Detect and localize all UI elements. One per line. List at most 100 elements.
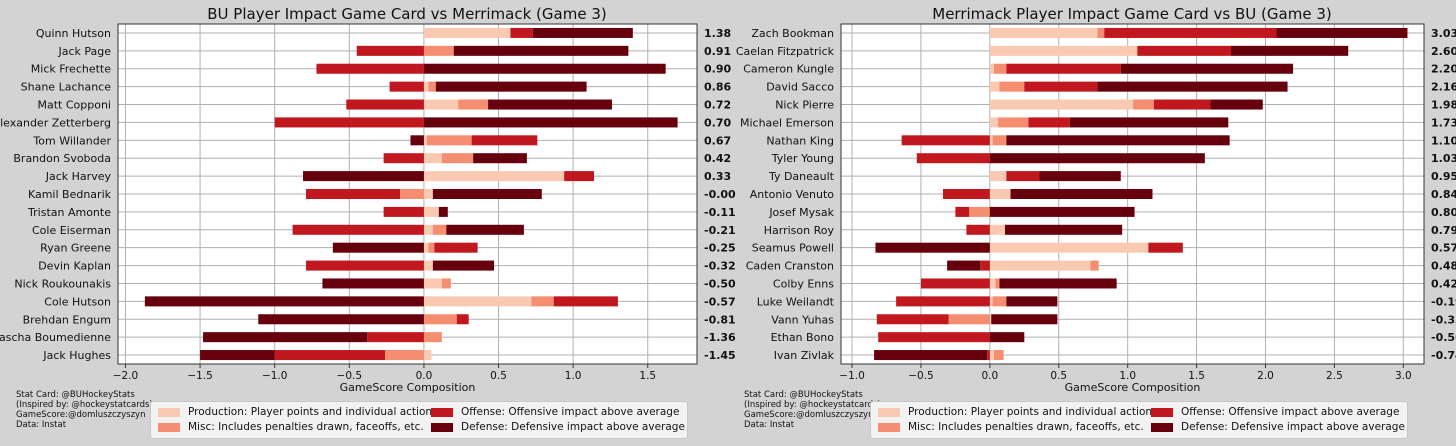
x-tick-label: 0.5 xyxy=(490,370,507,382)
bar-segment-defense xyxy=(423,63,666,74)
x-tick-label: 2.0 xyxy=(1257,370,1274,382)
bar-segment-misc xyxy=(999,81,1025,92)
bar-segment-production xyxy=(423,171,565,182)
bar-segment-defense xyxy=(874,350,988,361)
player-name-label: Ty Daneault xyxy=(768,170,835,183)
player-name-label: Vann Yuhas xyxy=(771,313,834,326)
player-total-label: 0.70 xyxy=(704,116,731,129)
player-total-label: -0.57 xyxy=(704,295,736,308)
x-tick-label: 1.0 xyxy=(565,370,582,382)
legend-swatch-offense xyxy=(1151,407,1173,417)
player-total-label: 2.60 xyxy=(1431,45,1456,58)
bar-segment-defense xyxy=(488,99,612,110)
bar-segment-defense xyxy=(1006,135,1230,146)
bar-segment-defense xyxy=(1039,171,1121,182)
player-name-label: Kamil Bednarik xyxy=(28,188,112,201)
player-name-label: David Sacco xyxy=(766,81,834,94)
bar-segment-misc xyxy=(969,206,990,217)
bar-segment-offense xyxy=(955,206,970,217)
player-name-label: Jack Page xyxy=(57,45,111,58)
player-name-label: Caden Cranston xyxy=(746,260,834,273)
bar-segment-offense xyxy=(1006,63,1121,74)
player-name-label: Alexander Zetterberg xyxy=(0,116,111,129)
bar-segment-production xyxy=(423,224,433,235)
legend-swatch-production xyxy=(878,407,900,417)
bar-segment-defense xyxy=(875,242,990,253)
bar-segment-misc xyxy=(1090,260,1099,271)
legend-label-offense: Offense: Offensive impact above average xyxy=(461,406,680,418)
bar-segment-defense xyxy=(989,153,1205,164)
bar-segment-defense xyxy=(991,314,1058,325)
bar-segment-defense xyxy=(410,135,424,146)
legend-swatch-production xyxy=(158,407,180,417)
bar-segment-production xyxy=(989,296,993,307)
bar-segment-offense xyxy=(1153,99,1211,110)
player-total-label: 0.48 xyxy=(1431,260,1456,273)
bar-segment-defense xyxy=(446,224,524,235)
player-name-label: Ryan Greene xyxy=(40,242,111,255)
player-total-label: 1.10 xyxy=(1431,134,1456,147)
bar-segment-misc xyxy=(423,45,454,56)
bar-segment-misc xyxy=(441,278,451,289)
player-total-label: 0.91 xyxy=(704,45,731,58)
bar-segment-production xyxy=(989,242,1149,253)
bar-segment-production xyxy=(989,63,994,74)
bar-segment-production xyxy=(989,314,992,325)
bar-segment-defense xyxy=(1006,296,1058,307)
bar-segment-production xyxy=(989,260,1091,271)
player-name-label: Harrison Roy xyxy=(764,224,835,237)
bar-segment-misc xyxy=(428,81,436,92)
player-total-label: -0.56 xyxy=(1431,331,1456,344)
bar-segment-defense xyxy=(473,153,527,164)
player-name-label: Nathan King xyxy=(766,134,834,147)
player-name-label: Jack Harvey xyxy=(45,170,112,183)
bar-segment-production xyxy=(423,350,432,361)
player-name-label: Colby Enns xyxy=(773,277,834,290)
player-name-label: Mick Frechette xyxy=(31,63,111,76)
bar-segment-misc xyxy=(423,314,457,325)
bar-segment-misc xyxy=(948,314,990,325)
player-name-label: Devin Kaplan xyxy=(38,260,111,273)
bar-segment-defense xyxy=(332,242,424,253)
legend-item-defense: Defense: Defensive impact above average xyxy=(1151,421,1405,433)
player-total-label: -0.25 xyxy=(704,242,736,255)
player-total-label: 0.95 xyxy=(1431,170,1456,183)
player-total-label: 0.72 xyxy=(704,99,731,112)
player-total-label: 1.98 xyxy=(1431,99,1456,112)
bar-segment-defense xyxy=(144,296,424,307)
bar-segment-defense xyxy=(435,81,587,92)
player-name-label: Zach Bookman xyxy=(751,27,834,40)
legend-label-offense: Offense: Offensive impact above average xyxy=(1181,406,1400,418)
player-name-label: Luke Weilandt xyxy=(757,295,835,308)
x-tick-label: −1.5 xyxy=(187,370,213,382)
bar-segment-offense xyxy=(274,117,424,128)
bar-segment-misc xyxy=(993,350,1004,361)
bar-segment-offense xyxy=(456,314,469,325)
bar-segment-offense xyxy=(383,153,424,164)
player-name-label: Nick Roukounakis xyxy=(14,277,111,290)
player-total-label: -0.32 xyxy=(704,260,736,273)
bar-segment-offense xyxy=(980,260,990,271)
bar-segment-production xyxy=(423,99,459,110)
player-total-label: 0.33 xyxy=(704,170,731,183)
bar-segment-misc xyxy=(995,278,1000,289)
legend-swatch-defense xyxy=(1151,422,1173,432)
bar-segment-defense xyxy=(1120,63,1294,74)
player-total-label: -1.45 xyxy=(704,349,736,362)
bar-segment-production xyxy=(423,206,439,217)
x-tick-label: −1.0 xyxy=(839,370,865,382)
bar-segment-production xyxy=(989,45,1138,56)
bar-segment-defense xyxy=(200,350,275,361)
bar-segment-defense xyxy=(999,278,1117,289)
player-total-label: 0.90 xyxy=(704,63,731,76)
bar-segment-misc xyxy=(423,332,442,343)
x-tick-label: −0.5 xyxy=(337,370,363,382)
x-tick-label: 0.0 xyxy=(981,370,998,382)
bar-segment-misc xyxy=(531,296,554,307)
player-name-label: Sascha Boumedienne xyxy=(0,331,111,344)
player-name-label: Tom Willander xyxy=(32,134,111,147)
bar-segment-offense xyxy=(987,350,990,361)
bar-segment-defense xyxy=(1097,81,1288,92)
x-axis-label: GameScore Composition xyxy=(1065,381,1201,394)
left-credit-text: Stat Card: @BUHockeyStats (Inspired by: … xyxy=(16,390,153,430)
